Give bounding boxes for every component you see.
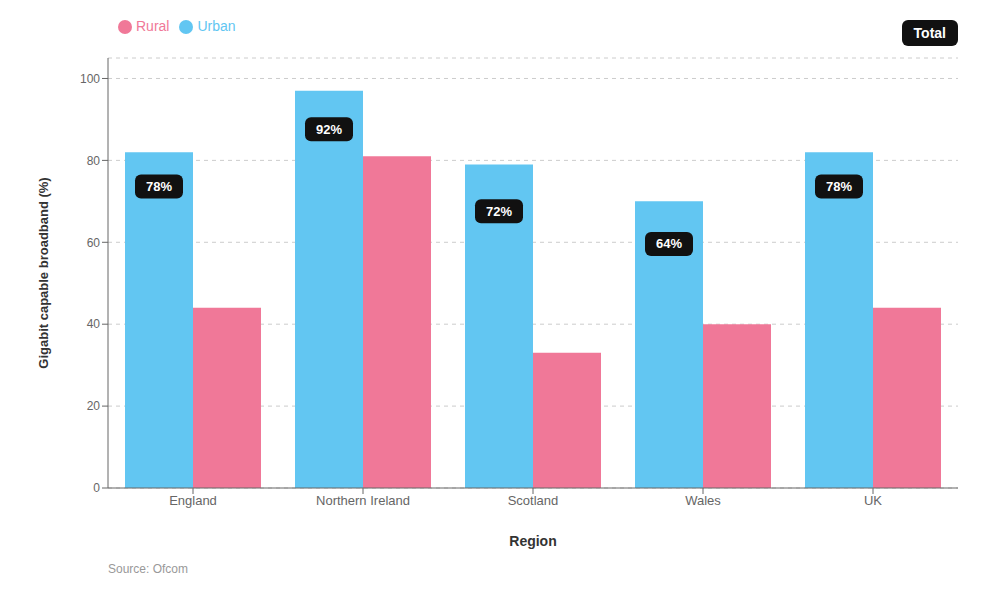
svg-text:100: 100 — [80, 72, 100, 86]
html-text:Total: Total — [913, 25, 946, 41]
svg-text:Gigabit capable broadband (%): Gigabit capable broadband (%) — [36, 177, 51, 368]
svg-text:80: 80 — [87, 154, 101, 168]
svg-text:78%: 78% — [826, 179, 852, 194]
svg-text:72%: 72% — [486, 204, 512, 219]
svg-text:0: 0 — [93, 481, 100, 495]
svg-text:64%: 64% — [656, 236, 682, 251]
svg-text:20: 20 — [87, 399, 101, 413]
svg-text:40: 40 — [87, 317, 101, 331]
html-text:Urban: Urban — [197, 18, 236, 34]
svg-text:England: England — [169, 493, 217, 508]
svg-text:Scotland: Scotland — [508, 493, 559, 508]
svg-text:UK: UK — [864, 493, 882, 508]
svg-text:Wales: Wales — [685, 493, 721, 508]
html-text:Source: Ofcom: Source: Ofcom — [108, 562, 188, 576]
html-text:Rural: Rural — [136, 18, 170, 34]
svg-text:60: 60 — [87, 236, 101, 250]
svg-text:Northern Ireland: Northern Ireland — [316, 493, 410, 508]
svg-text:78%: 78% — [146, 179, 172, 194]
svg-text:92%: 92% — [316, 122, 342, 137]
svg-text:Region: Region — [509, 533, 556, 549]
